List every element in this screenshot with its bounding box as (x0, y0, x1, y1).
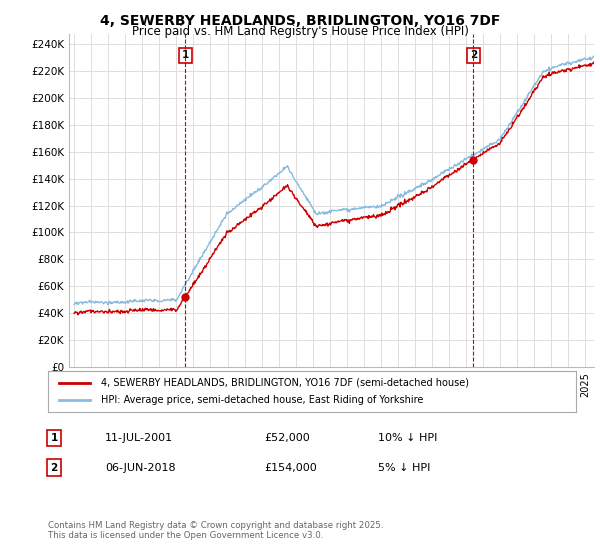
Text: Contains HM Land Registry data © Crown copyright and database right 2025.
This d: Contains HM Land Registry data © Crown c… (48, 521, 383, 540)
Text: £154,000: £154,000 (264, 463, 317, 473)
Text: 06-JUN-2018: 06-JUN-2018 (105, 463, 176, 473)
Text: 1: 1 (50, 433, 58, 443)
Text: 2: 2 (470, 50, 477, 60)
Text: 4, SEWERBY HEADLANDS, BRIDLINGTON, YO16 7DF (semi-detached house): 4, SEWERBY HEADLANDS, BRIDLINGTON, YO16 … (101, 377, 469, 388)
Text: £52,000: £52,000 (264, 433, 310, 443)
Text: 5% ↓ HPI: 5% ↓ HPI (378, 463, 430, 473)
Text: 1: 1 (182, 50, 189, 60)
Text: Price paid vs. HM Land Registry's House Price Index (HPI): Price paid vs. HM Land Registry's House … (131, 25, 469, 38)
Text: 2: 2 (50, 463, 58, 473)
Text: HPI: Average price, semi-detached house, East Riding of Yorkshire: HPI: Average price, semi-detached house,… (101, 395, 423, 405)
Text: 10% ↓ HPI: 10% ↓ HPI (378, 433, 437, 443)
Text: 4, SEWERBY HEADLANDS, BRIDLINGTON, YO16 7DF: 4, SEWERBY HEADLANDS, BRIDLINGTON, YO16 … (100, 14, 500, 28)
Text: 11-JUL-2001: 11-JUL-2001 (105, 433, 173, 443)
